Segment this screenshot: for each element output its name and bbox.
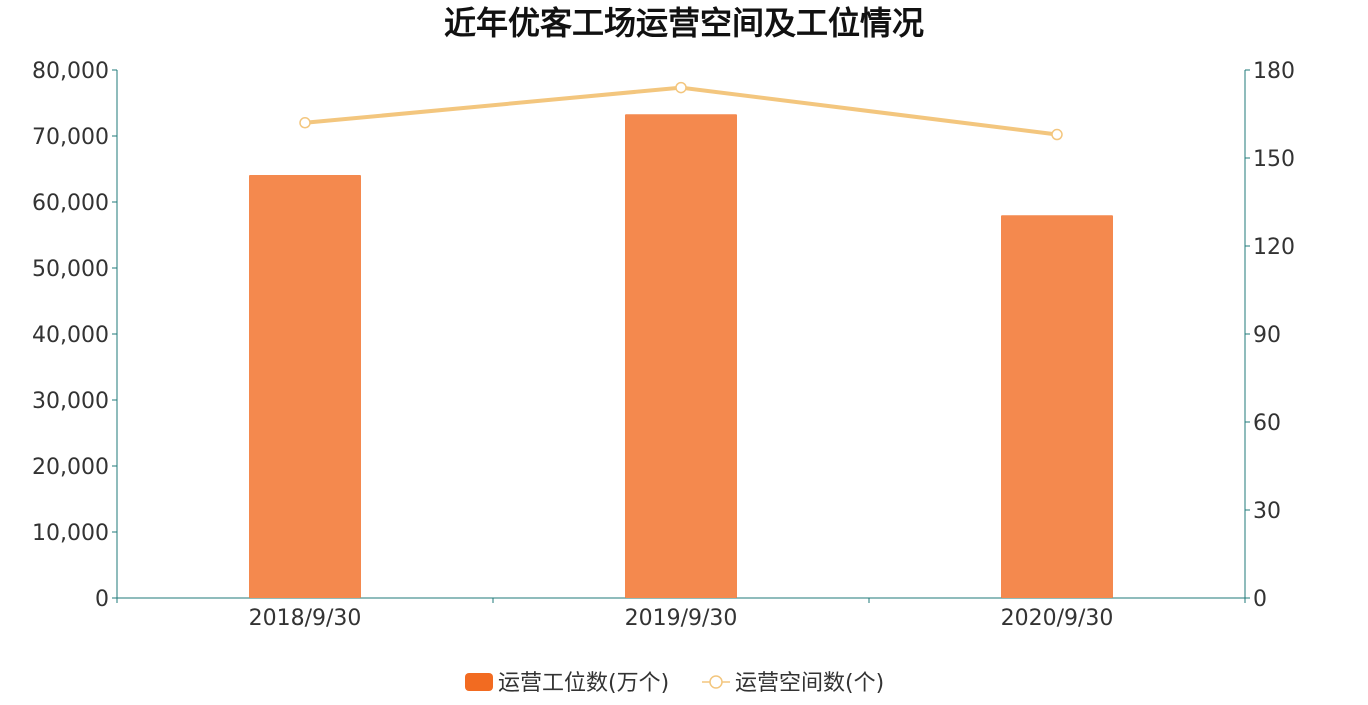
bar	[249, 174, 361, 598]
legend-bar-label: 运营工位数(万个)	[498, 671, 669, 696]
y-left-tick-label: 50,000	[32, 257, 109, 282]
y-right-tick-label: 90	[1253, 323, 1281, 348]
chart-title: 近年优客工场运营空间及工位情况	[444, 4, 924, 42]
y-left-tick-label: 30,000	[32, 389, 109, 414]
y-right-tick-label: 0	[1253, 587, 1267, 612]
line-point	[675, 81, 687, 94]
y-left-tick-label: 20,000	[32, 455, 109, 480]
line-point	[299, 117, 311, 129]
y-left-tick-label: 80,000	[32, 59, 109, 84]
y-right-tick-label: 30	[1253, 499, 1281, 524]
y-left-tick-label: 70,000	[32, 125, 109, 150]
y-right-tick-label: 180	[1253, 59, 1295, 84]
legend-line-label: 运营空间数(个)	[735, 671, 884, 696]
y-right-tick-label: 150	[1253, 147, 1295, 172]
y-left-tick-label: 60,000	[32, 191, 109, 216]
bar	[1001, 215, 1113, 598]
line-point	[1051, 128, 1063, 141]
y-right-tick-label: 60	[1253, 411, 1281, 436]
legend-bar-swatch	[465, 673, 493, 691]
x-tick-label: 2020/9/30	[1001, 606, 1114, 631]
x-tick-label: 2018/9/30	[249, 606, 362, 631]
bar	[625, 114, 737, 598]
y-left-tick-label: 10,000	[32, 521, 109, 546]
legend-line-marker	[709, 675, 723, 689]
x-tick-label: 2019/9/30	[625, 606, 738, 631]
y-left-tick-label: 0	[95, 587, 109, 612]
y-right-tick-label: 120	[1253, 235, 1295, 260]
legend: 运营工位数(万个) 运营空间数(个)	[465, 671, 884, 696]
y-left-tick-label: 40,000	[32, 323, 109, 348]
